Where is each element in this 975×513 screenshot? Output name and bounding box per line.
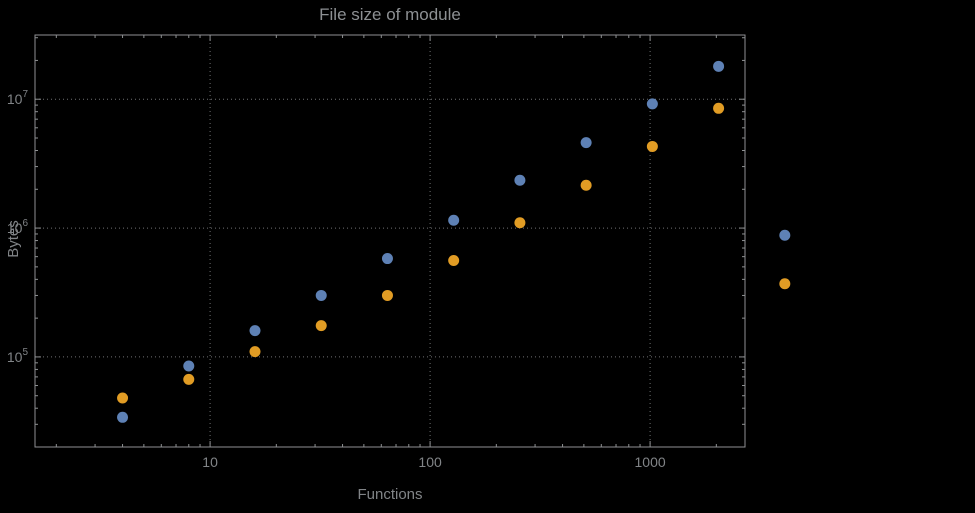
series-blue-point: [580, 137, 592, 149]
y-tick-label: 106: [7, 218, 29, 236]
series-blue-point: [779, 229, 791, 241]
x-axis-label: Functions: [357, 486, 423, 503]
series-orange-point: [117, 392, 129, 404]
plot-frame: [34, 34, 746, 448]
series-blue-point: [713, 60, 725, 72]
series-orange-point: [779, 278, 791, 290]
series-orange-point: [183, 373, 195, 385]
y-tick-label: 107: [7, 89, 29, 107]
series-orange-point: [448, 255, 460, 267]
series-orange-point: [381, 289, 393, 301]
series-blue-point: [183, 360, 195, 372]
series-orange-point: [315, 320, 327, 332]
series-blue-point: [448, 214, 460, 226]
series-blue-point: [381, 253, 393, 265]
x-tick-label: 1000: [635, 454, 666, 470]
series-blue-point: [315, 289, 327, 301]
x-tick-label: 10: [202, 454, 218, 470]
series-orange-point: [646, 140, 658, 152]
series-orange-point: [514, 217, 526, 229]
series-orange-point: [713, 102, 725, 114]
series-orange-point: [580, 179, 592, 191]
series-orange-point: [249, 346, 261, 358]
chart-title: File size of module: [319, 5, 461, 24]
series-blue-point: [249, 325, 261, 337]
series-blue-point: [514, 174, 526, 186]
series-blue-point: [117, 411, 129, 423]
x-tick-label: 100: [418, 454, 442, 470]
y-tick-label: 105: [7, 347, 29, 365]
series-blue-point: [646, 98, 658, 110]
